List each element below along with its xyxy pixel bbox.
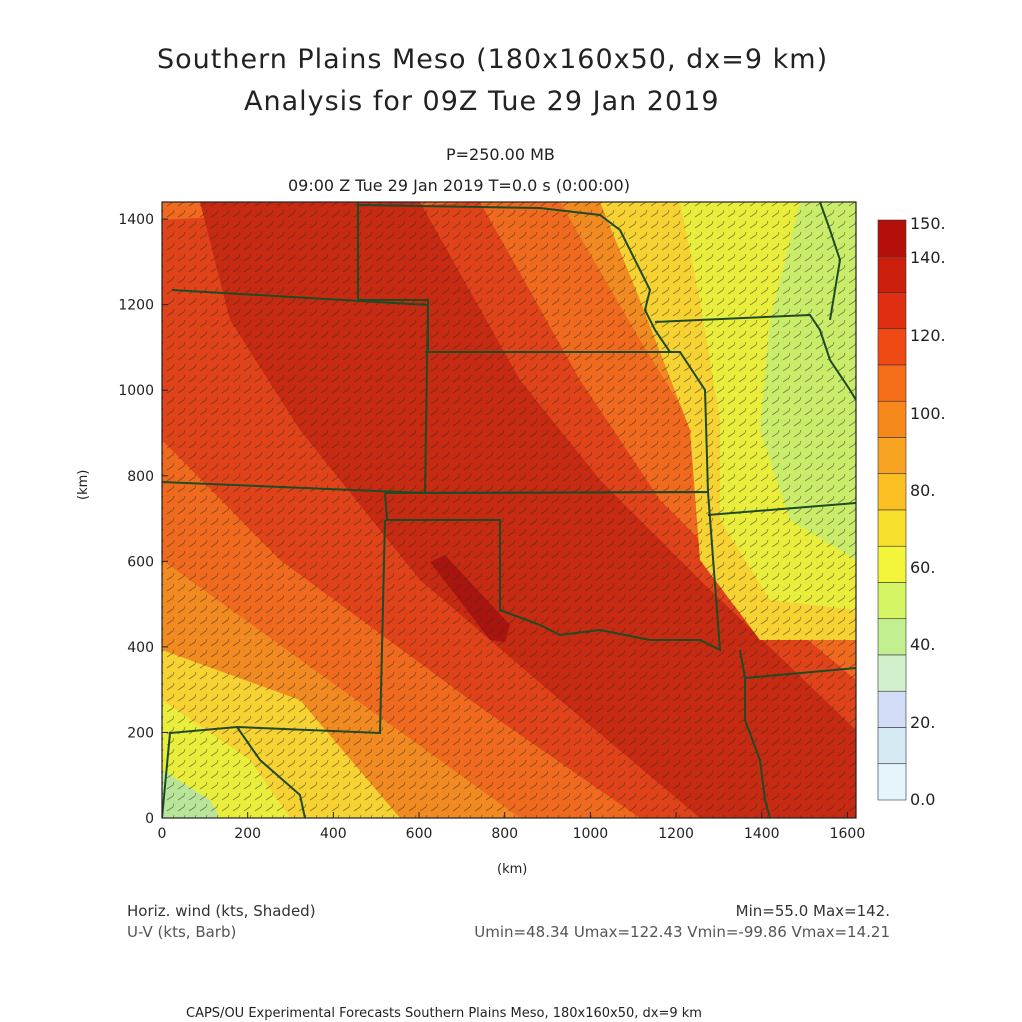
- y-tick-label: 600: [127, 554, 154, 570]
- x-tick-label: 1000: [573, 826, 609, 842]
- arkansas-border: [707, 502, 856, 516]
- x-tick-label: 1200: [658, 826, 694, 842]
- y-tick-label: 1000: [118, 383, 154, 399]
- x-axis: 0 200 400 600 800 1000 1200 1400 1600: [158, 812, 866, 842]
- y-axis-label: (km): [76, 469, 91, 500]
- legend-barb-field: U-V (kts, Barb): [127, 923, 237, 941]
- colorbar-swatch: [877, 364, 907, 402]
- y-tick-label: 1400: [118, 212, 154, 228]
- y-axis: 0 200 400 600 800 1000 1200 1400: [118, 212, 168, 827]
- colorbar-swatch: [877, 219, 907, 257]
- colorbar-label: 0.0: [910, 790, 935, 809]
- colorbar-swatch: [877, 255, 907, 293]
- colorbar-swatch: [877, 509, 907, 547]
- figure-title: Southern Plains Meso (180x160x50, dx=9 k…: [157, 44, 829, 75]
- x-tick-label: 200: [234, 826, 261, 842]
- x-tick-label: 0: [158, 826, 167, 842]
- x-tick-label: 1400: [744, 826, 780, 842]
- texas-east-border: [744, 678, 771, 818]
- colorbar-swatch: [877, 618, 907, 656]
- missouri-border: [654, 313, 856, 401]
- x-tick-label: 1600: [830, 826, 866, 842]
- valid-time: 09:00 Z Tue 29 Jan 2019 T=0.0 s (0:00:00…: [288, 176, 630, 195]
- color-bar: 150. 140. 120. 100. 80. 60. 40. 20. 0.0: [877, 214, 946, 809]
- colorbar-label: 100.: [910, 404, 946, 423]
- state-borders: [162, 202, 856, 818]
- pressure-level: P=250.00 MB: [446, 145, 555, 164]
- colorbar-swatch: [877, 654, 907, 692]
- footer-credit: CAPS/OU Experimental Forecasts Southern …: [186, 1006, 702, 1021]
- wind-speed-shading: [162, 202, 856, 818]
- x-tick-label: 600: [406, 826, 433, 842]
- field-min-max: Min=55.0 Max=142.: [735, 902, 890, 920]
- x-tick-label: 800: [491, 826, 518, 842]
- plot-frame: [161, 201, 857, 819]
- colorbar-label: 140.: [910, 248, 946, 267]
- colorbar-label: 60.: [910, 558, 935, 577]
- y-tick-label: 200: [127, 725, 154, 741]
- colorbar-swatch: [877, 690, 907, 728]
- uv-min-max: Umin=48.34 Umax=122.43 Vmin=-99.86 Vmax=…: [474, 923, 890, 941]
- colorbar-swatch: [877, 328, 907, 366]
- colorbar-swatch: [877, 473, 907, 511]
- colorbar-swatch: [877, 437, 907, 475]
- colorbar-label: 20.: [910, 713, 935, 732]
- y-tick-label: 400: [127, 640, 154, 656]
- iowa-river: [819, 202, 842, 321]
- y-tick-label: 1200: [118, 298, 154, 314]
- x-axis-label: (km): [497, 862, 528, 877]
- colorbar-swatch: [877, 400, 907, 438]
- y-tick-label: 0: [145, 811, 154, 827]
- colorbar-swatch: [877, 763, 907, 801]
- colorbar-swatch: [877, 545, 907, 583]
- y-tick-label: 800: [127, 469, 154, 485]
- legend-shaded-field: Horiz. wind (kts, Shaded): [127, 902, 316, 920]
- colorbar-swatch: [877, 582, 907, 620]
- colorbar-label: 40.: [910, 635, 935, 654]
- colorbar-label: 80.: [910, 481, 935, 500]
- colorado-border: [162, 289, 430, 495]
- colorbar-label: 120.: [910, 326, 946, 345]
- nebraska-border: [357, 202, 672, 353]
- x-tick-label: 400: [320, 826, 347, 842]
- rio-grande: [236, 726, 306, 818]
- oklahoma-border: [384, 490, 722, 652]
- colorbar-label: 150.: [910, 214, 946, 233]
- colorbar-swatch: [877, 727, 907, 765]
- colorbar-swatch: [877, 292, 907, 330]
- figure-subtitle: Analysis for 09Z Tue 29 Jan 2019: [244, 86, 720, 117]
- wind-barbs: [162, 202, 856, 818]
